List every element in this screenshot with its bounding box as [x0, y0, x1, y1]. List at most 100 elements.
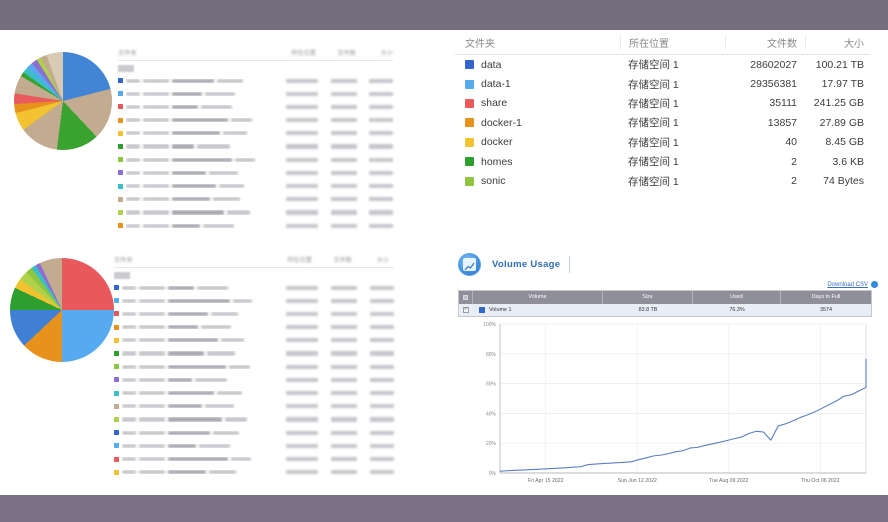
folder-table: 文件夹 所在位置 文件数 大小 data 存储空间 1 28602027 100.21…	[455, 30, 870, 191]
list-item[interactable]	[118, 87, 394, 100]
column-header-files[interactable]: 文件数	[725, 34, 805, 50]
column-header-folder[interactable]: 文件夹	[465, 38, 495, 50]
table-row[interactable]: sonic 存储空间 1 2 74 Bytes	[455, 171, 870, 190]
right-panel: 文件夹 所在位置 文件数 大小 data 存储空间 1 28602027 100.21…	[455, 30, 880, 191]
list-item[interactable]	[114, 334, 394, 347]
list-item[interactable]	[114, 307, 394, 320]
list-item[interactable]	[118, 219, 394, 232]
y-axis-tick-label: 20%	[486, 441, 497, 447]
redacted-location	[270, 391, 318, 396]
list-item[interactable]	[118, 153, 394, 166]
volume-column-header[interactable]: Volume	[473, 291, 603, 304]
list-item[interactable]	[118, 140, 394, 153]
redacted-size	[357, 430, 394, 435]
table-row[interactable]: share 存储空间 1 35111 241.25 GB	[455, 94, 870, 113]
row-color-swatch	[118, 78, 123, 84]
list-item[interactable]	[118, 193, 394, 206]
redacted-size	[357, 91, 394, 96]
volume-usage-title-bar: Volume Usage	[458, 251, 880, 277]
left-header-size-2[interactable]: 大小	[376, 257, 389, 264]
window-bottom-bar	[0, 495, 888, 522]
cell-file-count: 29356381	[750, 78, 797, 91]
list-item[interactable]	[114, 321, 394, 334]
redacted-folder-name	[122, 391, 270, 396]
left-header-size[interactable]: 大小	[380, 50, 393, 57]
cell-location: 存储空间 1	[628, 117, 679, 130]
list-item[interactable]	[114, 281, 394, 294]
redacted-location	[272, 131, 319, 136]
line-chart-glyph	[464, 262, 475, 270]
list-item[interactable]	[114, 347, 394, 360]
cell-location: 存储空间 1	[628, 175, 679, 188]
table-row[interactable]: docker 存储空间 1 40 8.45 GB	[455, 133, 870, 152]
volume-size-cell: 83.8 TB	[638, 306, 658, 313]
list-item[interactable]	[118, 180, 394, 193]
volume-table-row[interactable]: ✓ Volume 1 83.8 TB 76.3% 3574	[459, 303, 871, 317]
row-color-swatch	[114, 298, 119, 304]
cell-size: 8.45 GB	[825, 136, 864, 149]
list-item[interactable]	[114, 360, 394, 373]
list-item[interactable]	[114, 294, 394, 307]
table-row[interactable]: homes 存储空间 1 2 3.6 KB	[455, 152, 870, 171]
redacted-location	[272, 197, 319, 202]
row-color-swatch	[118, 223, 123, 229]
row-color-swatch	[118, 170, 123, 176]
download-csv-link[interactable]: Download CSV	[827, 281, 868, 288]
list-item[interactable]	[114, 439, 394, 452]
list-item[interactable]	[114, 387, 394, 400]
redacted-file-count	[318, 417, 358, 422]
list-item[interactable]	[118, 114, 394, 127]
folder-name: data-1	[481, 78, 511, 91]
redacted-size	[357, 298, 394, 303]
redacted-folder-name	[122, 430, 270, 435]
cell-location: 存储空间 1	[628, 97, 679, 110]
folder-name: homes	[481, 155, 513, 168]
list-item[interactable]	[114, 413, 394, 426]
redacted-location	[272, 170, 319, 175]
list-item[interactable]	[114, 426, 394, 439]
redacted-size	[357, 170, 394, 175]
list-item[interactable]	[114, 466, 394, 479]
used-column-header[interactable]: Used	[693, 291, 781, 304]
row-color-swatch	[118, 104, 123, 110]
left-header-files[interactable]: 文件数	[337, 50, 356, 57]
list-item[interactable]	[114, 373, 394, 386]
folder-size-pie-chart-bottom	[10, 258, 114, 362]
table-row[interactable]: docker-1 存储空间 1 13857 27.89 GB	[455, 113, 870, 132]
redacted-file-count	[318, 210, 358, 215]
left-table-body-top	[118, 74, 394, 232]
list-item[interactable]	[118, 127, 394, 140]
days-to-full-column-header[interactable]: Days to Full	[811, 294, 841, 301]
volume-checkbox[interactable]: ✓	[463, 306, 469, 313]
size-column-header[interactable]: Size	[603, 291, 693, 304]
column-header-size[interactable]: 大小	[805, 34, 870, 50]
redacted-size	[357, 184, 394, 189]
redacted-size	[357, 325, 394, 330]
left-header-files-2[interactable]: 文件数	[333, 257, 352, 264]
x-axis-tick-label: Tue Aug 09 2022	[709, 478, 748, 484]
list-item[interactable]	[114, 400, 394, 413]
list-item[interactable]	[114, 452, 394, 465]
row-color-swatch	[114, 311, 119, 317]
list-item[interactable]	[118, 74, 394, 87]
table-row[interactable]: data-1 存储空间 1 29356381 17.97 TB	[455, 74, 870, 93]
select-all-checkbox[interactable]	[463, 294, 468, 300]
redacted-folder-name	[122, 404, 270, 409]
volume-select-all-cell[interactable]	[459, 291, 473, 304]
volume-color-swatch	[479, 306, 485, 313]
content-stage: 文件夹 所在位置 文件数 大小 文件夹 所在位置 文件数 大小 文件夹 所在位置	[0, 30, 888, 495]
redacted-size	[357, 210, 394, 215]
cell-location: 存储空间 1	[628, 78, 679, 91]
list-item[interactable]	[118, 206, 394, 219]
redacted-folder-name	[126, 104, 272, 110]
y-axis-tick-label: 100%	[483, 322, 496, 328]
column-header-location[interactable]: 所在位置	[620, 34, 725, 50]
list-item[interactable]	[118, 166, 394, 179]
download-icon[interactable]	[871, 281, 878, 288]
volume-row-checkbox-cell[interactable]: ✓	[459, 304, 473, 317]
redacted-file-count	[318, 104, 358, 110]
row-color-swatch	[114, 416, 119, 422]
redacted-file-count	[318, 157, 358, 162]
table-row[interactable]: data 存储空间 1 28602027 100.21 TB	[455, 55, 870, 74]
list-item[interactable]	[118, 100, 394, 113]
